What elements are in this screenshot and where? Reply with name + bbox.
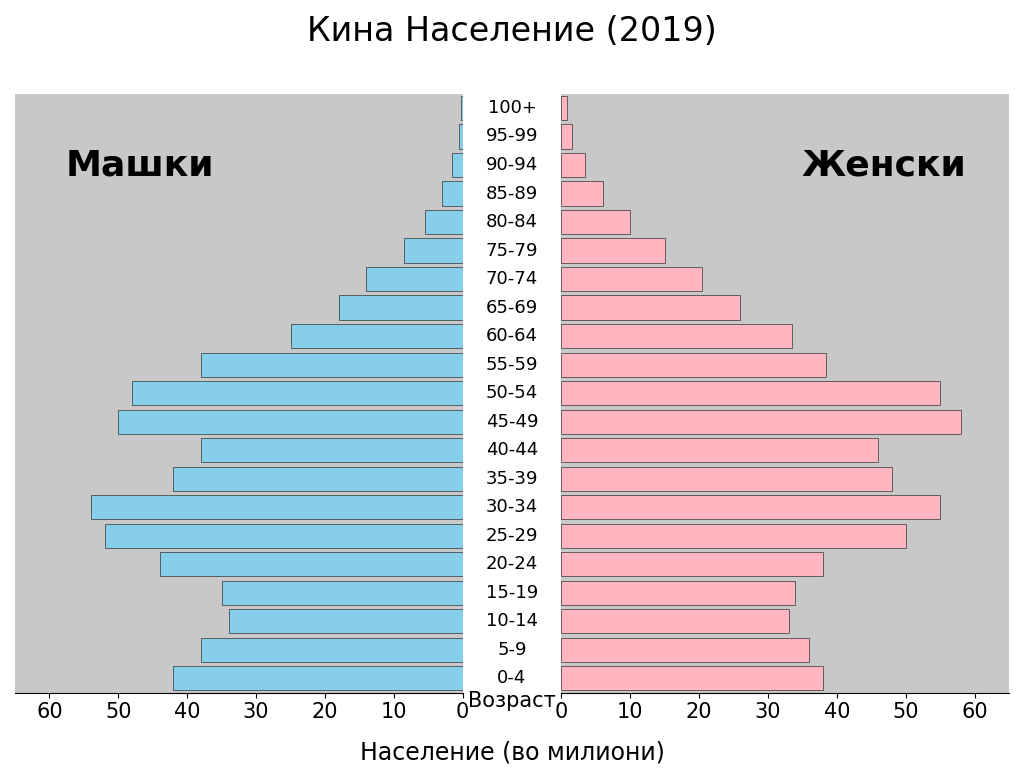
Bar	[561, 609, 788, 634]
Bar	[561, 267, 702, 291]
Bar	[561, 552, 823, 576]
Bar	[561, 238, 665, 263]
Text: 95-99: 95-99	[485, 127, 539, 145]
Text: 55-59: 55-59	[485, 356, 539, 373]
Bar	[132, 381, 463, 406]
Bar	[561, 438, 879, 462]
Bar	[367, 267, 463, 291]
Bar	[561, 124, 571, 149]
Text: 30-34: 30-34	[485, 498, 539, 516]
Bar	[561, 96, 566, 120]
Text: Население (во милиони): Население (во милиони)	[359, 740, 665, 764]
Bar	[221, 581, 463, 605]
Bar	[561, 409, 961, 434]
Bar	[442, 181, 463, 206]
Bar	[119, 409, 463, 434]
Text: 90-94: 90-94	[485, 156, 539, 174]
Text: 15-19: 15-19	[485, 584, 539, 602]
Bar	[561, 181, 602, 206]
Bar	[461, 96, 463, 120]
Text: 0-4: 0-4	[498, 669, 526, 687]
Bar	[561, 495, 940, 519]
Text: 5-9: 5-9	[498, 641, 526, 659]
Text: Возраст: Возраст	[468, 691, 556, 711]
Bar	[104, 524, 463, 548]
Text: 25-29: 25-29	[485, 527, 539, 545]
Bar	[160, 552, 463, 576]
Text: 10-14: 10-14	[486, 612, 538, 631]
Text: 100+: 100+	[487, 99, 537, 117]
Text: Кина Население (2019): Кина Население (2019)	[307, 15, 717, 48]
Text: 60-64: 60-64	[486, 327, 538, 345]
Bar	[561, 353, 826, 377]
Bar	[561, 381, 940, 406]
Text: 35-39: 35-39	[485, 470, 539, 488]
Bar	[561, 581, 796, 605]
Bar	[228, 609, 463, 634]
Bar	[201, 637, 463, 662]
Bar	[173, 467, 463, 491]
Text: 20-24: 20-24	[485, 555, 539, 573]
Text: 50-54: 50-54	[485, 384, 539, 402]
Text: Машки: Машки	[67, 148, 215, 183]
Bar	[459, 124, 463, 149]
Text: 80-84: 80-84	[486, 213, 538, 231]
Bar	[91, 495, 463, 519]
Bar	[561, 296, 740, 319]
Bar	[173, 666, 463, 690]
Bar	[339, 296, 463, 319]
Bar	[561, 467, 892, 491]
Text: 45-49: 45-49	[485, 412, 539, 431]
Text: 75-79: 75-79	[485, 242, 539, 260]
Bar	[561, 210, 630, 234]
Bar	[425, 210, 463, 234]
Bar	[404, 238, 463, 263]
Bar	[453, 153, 463, 177]
Bar	[561, 524, 905, 548]
Bar	[561, 153, 586, 177]
Bar	[201, 353, 463, 377]
Text: Женски: Женски	[801, 148, 966, 183]
Text: 85-89: 85-89	[485, 184, 539, 203]
Bar	[291, 324, 463, 348]
Text: 40-44: 40-44	[485, 441, 539, 459]
Bar	[561, 666, 823, 690]
Bar	[201, 438, 463, 462]
Text: 65-69: 65-69	[485, 299, 539, 316]
Bar	[561, 637, 809, 662]
Text: 70-74: 70-74	[485, 270, 539, 288]
Bar	[561, 324, 792, 348]
